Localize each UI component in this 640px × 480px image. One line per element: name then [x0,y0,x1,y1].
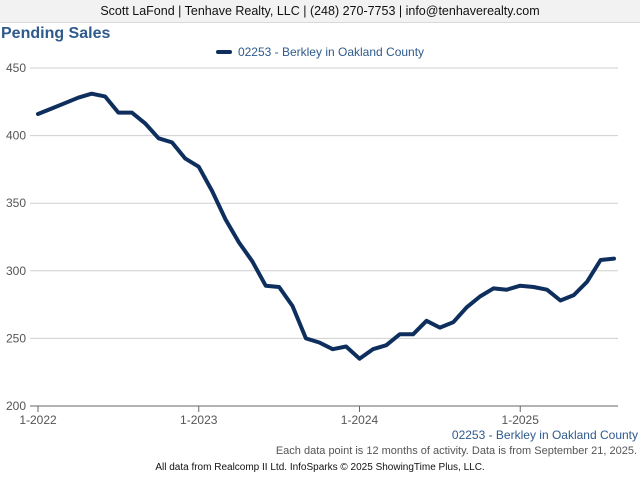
y-tick-label-450: 450 [6,61,26,75]
legend-swatch [215,50,232,54]
data-note: Each data point is 12 months of activity… [275,445,637,457]
series-caption: 02253 - Berkley in Oakland County [451,428,638,442]
series-line-0 [36,91,616,361]
x-tick-label-1-2023: 1-2023 [180,413,218,427]
footer-credit: All data from Realcomp II Ltd. InfoSpark… [155,462,485,473]
y-tick-label-300: 300 [6,264,26,278]
y-tick-label-350: 350 [6,196,26,210]
chart-legend: 02253 - Berkley in Oakland County [0,45,640,59]
line-chart: 200 250 300 350 400 450 1-2022 1-2023 1-2024 1-20… [6,61,618,427]
x-tick-label-1-2025: 1-2025 [502,413,540,427]
y-tick-label-400: 400 [6,129,26,143]
contact-text: Scott LaFond | Tenhave Realty, LLC | (24… [100,4,540,18]
x-tick-label-1-2024: 1-2024 [341,413,379,427]
legend-label: 02253 - Berkley in Oakland County [237,45,425,59]
y-tick-label-250: 250 [6,331,26,345]
contact-header: Scott LaFond | Tenhave Realty, LLC | (24… [0,0,640,23]
y-tick-label-200: 200 [6,399,26,413]
x-tick-label-1-2022: 1-2022 [19,413,57,427]
chart-title: Pending Sales [1,25,111,42]
